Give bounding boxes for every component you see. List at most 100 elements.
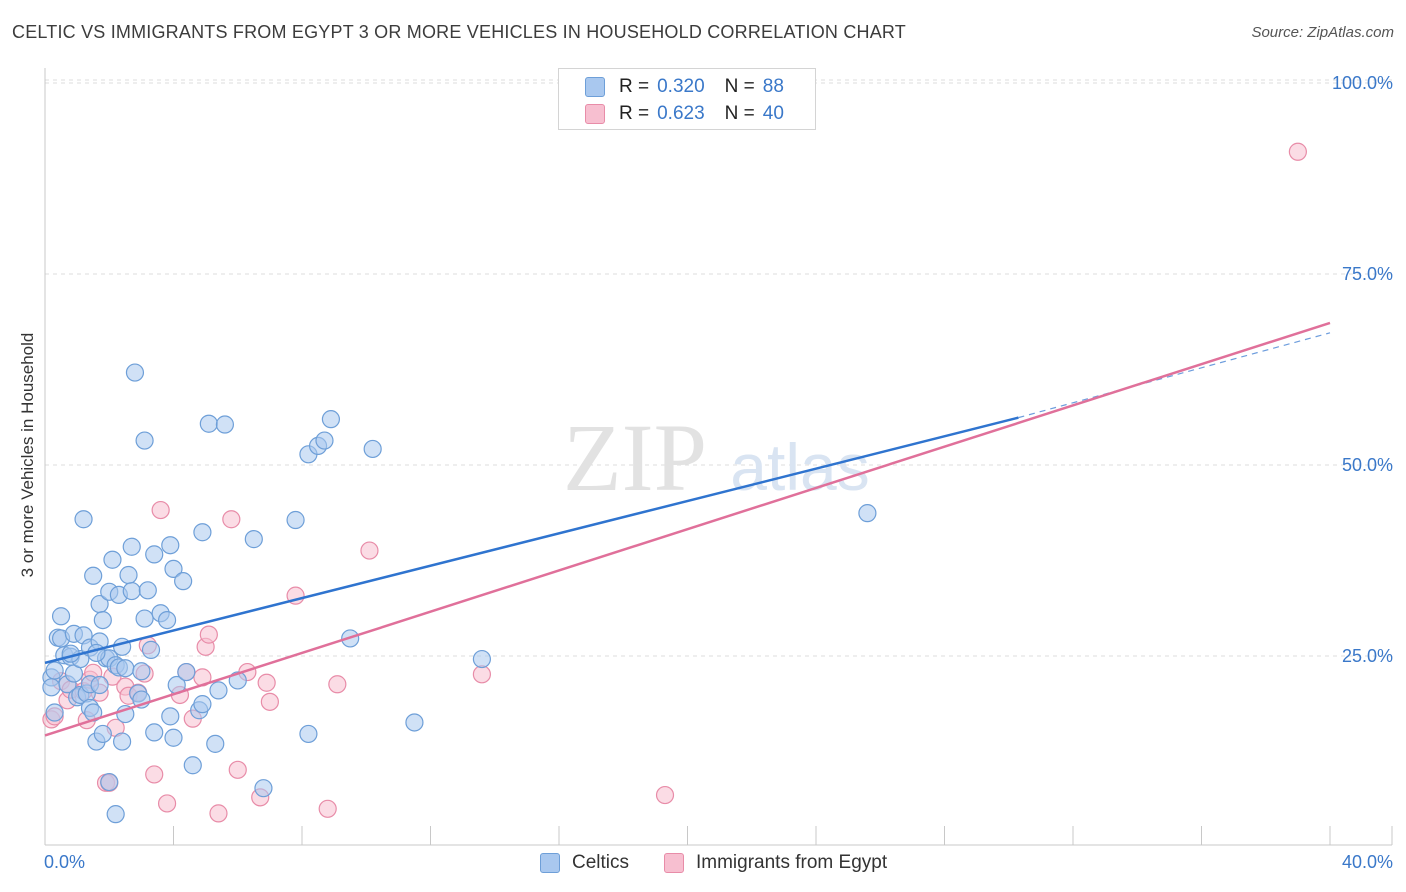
- y-tick-labels: 25.0% 50.0% 75.0% 100.0%: [1332, 73, 1393, 666]
- celtic-point: [116, 659, 135, 678]
- legend-n-label: N =: [724, 76, 755, 97]
- celtics-legend-swatch: [540, 853, 560, 873]
- egypt-point: [199, 625, 218, 644]
- y-tick-label: 100.0%: [1332, 73, 1393, 93]
- celtic-point: [93, 610, 112, 630]
- egypt-point: [228, 760, 247, 779]
- celtic-point: [100, 772, 119, 792]
- celtic-point: [183, 756, 202, 775]
- celtic-point: [193, 695, 212, 714]
- stats-legend: R = 0.320 N = 88 R = 0.623 N = 40: [558, 68, 816, 130]
- celtic-point: [164, 559, 183, 579]
- celtic-point: [122, 581, 141, 601]
- celtic-point: [254, 779, 273, 798]
- celtics-swatch: [585, 77, 605, 97]
- egypt-point: [360, 541, 379, 560]
- legend-label-celtics: Celtics: [572, 852, 630, 873]
- celtic-point: [858, 504, 877, 523]
- legend-item-egypt: Immigrants from Egypt: [664, 852, 887, 874]
- celtic-point: [93, 724, 112, 744]
- celtic-point: [45, 703, 64, 722]
- egypt-point: [145, 765, 164, 784]
- legend-r-value: 0.623: [657, 103, 705, 124]
- celtic-point: [87, 643, 106, 663]
- celtic-point: [215, 415, 234, 434]
- celtic-point: [244, 530, 263, 549]
- legend-n-value: 88: [762, 76, 784, 97]
- celtic-point: [138, 581, 157, 600]
- source-label: Source: ZipAtlas.com: [1251, 24, 1394, 41]
- celtic-point: [74, 510, 93, 529]
- axes: [44, 68, 1393, 846]
- legend-row-egypt: R = 0.623 N = 40: [585, 102, 784, 126]
- celtic-point: [122, 537, 141, 556]
- celtic-point: [132, 662, 151, 681]
- egypt-legend-swatch: [664, 853, 684, 873]
- legend-r-label: R =: [619, 76, 650, 97]
- egypt-point: [655, 785, 675, 805]
- celtic-point: [363, 439, 382, 459]
- celtic-point: [299, 724, 318, 744]
- egypt-point: [328, 675, 347, 694]
- celtic-point: [106, 805, 125, 824]
- celtics-trend-extension: [1018, 332, 1331, 419]
- celtic-point: [103, 550, 122, 569]
- celtic-point: [157, 610, 177, 630]
- celtic-point: [286, 510, 305, 530]
- watermark: ZIP atlas: [563, 404, 870, 511]
- celtic-point: [164, 728, 183, 747]
- egypt-point: [472, 665, 491, 684]
- egypt-point: [260, 692, 279, 711]
- celtics-points: [42, 363, 877, 824]
- y-tick-label: 25.0%: [1342, 646, 1393, 666]
- egypt-swatch: [585, 104, 605, 124]
- x-tick-label-max: 40.0%: [1341, 852, 1393, 872]
- egypt-point: [151, 500, 170, 520]
- egypt-point: [209, 804, 228, 823]
- legend-label-egypt: Immigrants from Egypt: [696, 852, 888, 873]
- celtic-point: [177, 662, 196, 682]
- celtic-point: [112, 732, 132, 751]
- celtic-point: [135, 609, 154, 628]
- celtic-point: [405, 713, 424, 732]
- legend-item-celtics: Celtics: [540, 852, 629, 874]
- celtic-point: [161, 536, 180, 555]
- celtic-point: [199, 414, 218, 433]
- celtic-point: [141, 640, 161, 659]
- egypt-point: [318, 799, 337, 818]
- celtic-point: [206, 734, 225, 753]
- egypt-point: [1288, 142, 1307, 161]
- celtic-point: [145, 545, 164, 564]
- legend-n-value: 40: [762, 103, 784, 124]
- legend-r-label: R =: [619, 103, 650, 124]
- celtic-point: [84, 566, 103, 585]
- celtic-point: [472, 649, 491, 669]
- celtic-point: [193, 523, 212, 542]
- legend-r-value: 0.320: [657, 76, 705, 97]
- celtic-point: [145, 723, 164, 742]
- egypt-trend-line: [44, 321, 1331, 737]
- celtics-trend-line: [44, 416, 1019, 665]
- chart-title: CELTIC VS IMMIGRANTS FROM EGYPT 3 OR MOR…: [12, 22, 906, 42]
- celtic-point: [161, 707, 180, 726]
- celtic-point: [119, 565, 138, 585]
- celtic-point: [135, 431, 154, 450]
- watermark-atlas: atlas: [730, 430, 869, 504]
- egypt-point: [222, 510, 241, 529]
- celtic-point: [125, 363, 145, 382]
- watermark-zip: ZIP: [563, 404, 707, 511]
- celtic-point: [51, 607, 71, 626]
- x-tick-label-min: 0.0%: [44, 852, 86, 872]
- celtic-point: [174, 572, 193, 591]
- y-tick-label: 50.0%: [1342, 455, 1393, 475]
- celtic-point: [315, 431, 334, 450]
- trend-lines: [44, 321, 1331, 737]
- egypt-point: [157, 794, 177, 813]
- y-tick-label: 75.0%: [1342, 264, 1393, 284]
- celtic-point: [42, 678, 61, 697]
- celtic-point: [209, 681, 228, 700]
- legend-row-celtics: R = 0.320 N = 88: [585, 75, 784, 99]
- celtic-point: [90, 675, 109, 695]
- legend-n-label: N =: [724, 103, 755, 124]
